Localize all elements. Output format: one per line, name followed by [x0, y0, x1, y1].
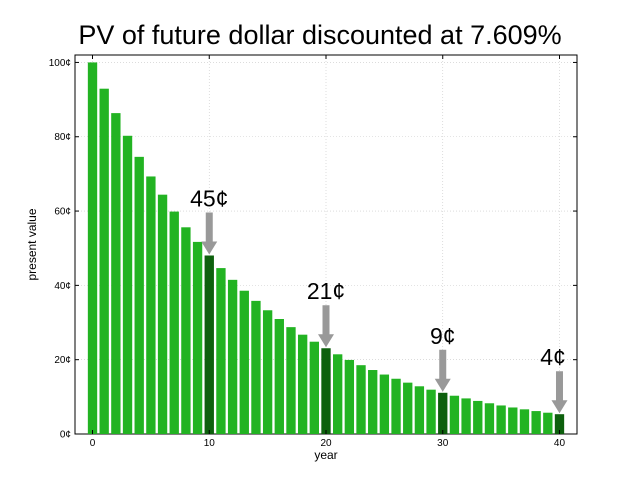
- bar-year-23: [356, 365, 366, 434]
- annotation-label: 21¢: [307, 278, 345, 304]
- x-tick-label: 0: [90, 438, 96, 449]
- bar-year-26: [391, 378, 401, 434]
- bar-year-13: [239, 290, 249, 434]
- bar-year-19: [309, 341, 319, 434]
- x-tick-label: 40: [554, 438, 566, 449]
- bar-year-14: [251, 300, 261, 434]
- annotation-arrow: [551, 371, 568, 414]
- y-tick-label: 40¢: [54, 281, 71, 292]
- annotation-label: 45¢: [190, 185, 228, 211]
- x-tick-label: 10: [204, 438, 216, 449]
- bar-year-24: [368, 370, 378, 434]
- annotation-label: 9¢: [430, 323, 456, 349]
- bar-year-3: [122, 135, 133, 434]
- bar-year-1: [99, 88, 109, 435]
- axis-ticks: 0 10 20 30 40 0¢ 20¢ 40¢ 60¢ 80¢ 100¢: [49, 55, 577, 449]
- y-tick-label: 20¢: [54, 355, 71, 366]
- bar-year-5: [146, 176, 156, 434]
- bar-year-37: [519, 409, 530, 434]
- y-tick-label: 100¢: [49, 58, 71, 69]
- bar-year-35: [496, 405, 506, 434]
- bar-year-16: [274, 318, 284, 434]
- bar-year-9: [192, 241, 203, 434]
- bar-year-22: [344, 359, 355, 434]
- bar-year-34: [484, 403, 495, 434]
- bar-year-2: [111, 113, 121, 434]
- bar-year-28: [414, 386, 425, 434]
- bar-year-8: [181, 227, 191, 434]
- bar-year-12: [227, 279, 238, 434]
- y-axis-label: present value: [25, 208, 39, 280]
- bar-year-0: [87, 62, 98, 435]
- x-tick-label: 20: [320, 438, 332, 449]
- annotation-arrow: [318, 305, 334, 348]
- bar-year-38: [531, 411, 541, 434]
- bar-year-36: [508, 407, 518, 434]
- bar-year-25: [379, 374, 390, 434]
- bar-year-6: [157, 194, 168, 434]
- bar-year-39: [543, 412, 553, 434]
- bar-year-21: [333, 354, 343, 434]
- highlighted-bar-year-40: [554, 414, 565, 434]
- x-axis-label: year: [314, 448, 337, 462]
- highlighted-bar-year-10: [204, 255, 214, 434]
- bars: [87, 62, 565, 435]
- y-tick-label: 80¢: [54, 132, 71, 143]
- bar-year-33: [473, 400, 483, 434]
- bar-year-32: [461, 398, 471, 434]
- highlighted-bar-year-20: [321, 348, 331, 434]
- bar-year-31: [449, 395, 460, 434]
- bar-year-18: [297, 334, 308, 434]
- annotations: 45¢ 21¢ 9¢ 4¢: [190, 185, 568, 414]
- bar-year-17: [286, 327, 296, 434]
- annotation-arrow: [434, 349, 451, 392]
- bar-year-7: [169, 211, 179, 434]
- bar-year-27: [403, 382, 413, 434]
- x-tick-label: 30: [437, 438, 449, 449]
- bar-year-29: [426, 389, 436, 434]
- annotation-label: 4¢: [540, 344, 566, 370]
- bar-year-15: [262, 310, 273, 434]
- annotation-arrow: [201, 212, 218, 255]
- y-tick-label: 60¢: [54, 207, 71, 218]
- bar-year-11: [216, 268, 226, 434]
- bar-year-4: [134, 156, 144, 434]
- chart-title: PV of future dollar discounted at 7.609%: [78, 20, 561, 50]
- highlighted-bar-year-30: [438, 392, 448, 434]
- y-tick-label: 0¢: [60, 430, 71, 441]
